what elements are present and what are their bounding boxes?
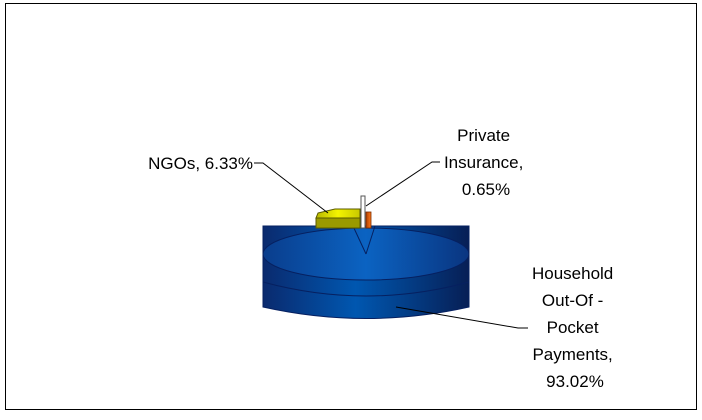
leader-line-ngos <box>254 162 329 214</box>
label-ngos: NGOs, 6.33% <box>148 154 253 173</box>
label-private-insurance-line-2: Insurance, <box>444 153 523 172</box>
slice-private-insurance-body <box>360 195 366 229</box>
slice-private-insurance-side <box>365 211 372 229</box>
label-private-insurance: Private Insurance, 0.65% <box>444 126 528 199</box>
label-household-line-4: Payments, <box>532 345 612 364</box>
slice-private-insurance <box>360 195 372 229</box>
label-private-insurance-line-3: 0.65% <box>462 180 510 199</box>
leader-line-household <box>395 306 528 329</box>
slice-ngos-top <box>315 208 361 219</box>
slice-ngos-side <box>315 217 361 229</box>
slice-household-cut <box>365 225 376 255</box>
slice-household <box>262 225 470 319</box>
label-household-line-1: Household <box>532 264 613 283</box>
label-household: Household Out-Of - Pocket Payments, 93.0… <box>532 264 618 391</box>
label-household-line-3: Pocket <box>547 318 599 337</box>
label-private-insurance-line-1: Private <box>457 126 510 145</box>
label-household-line-2: Out-Of - <box>542 291 603 310</box>
leader-line-private-insurance <box>365 161 440 207</box>
chart-frame <box>5 3 697 410</box>
slice-household-cut-2 <box>352 225 367 255</box>
label-ngos-line-1: NGOs, 6.33% <box>148 154 253 173</box>
slice-household-edge <box>262 254 470 297</box>
slice-ngos <box>315 208 361 229</box>
label-household-line-5: 93.02% <box>546 372 604 391</box>
